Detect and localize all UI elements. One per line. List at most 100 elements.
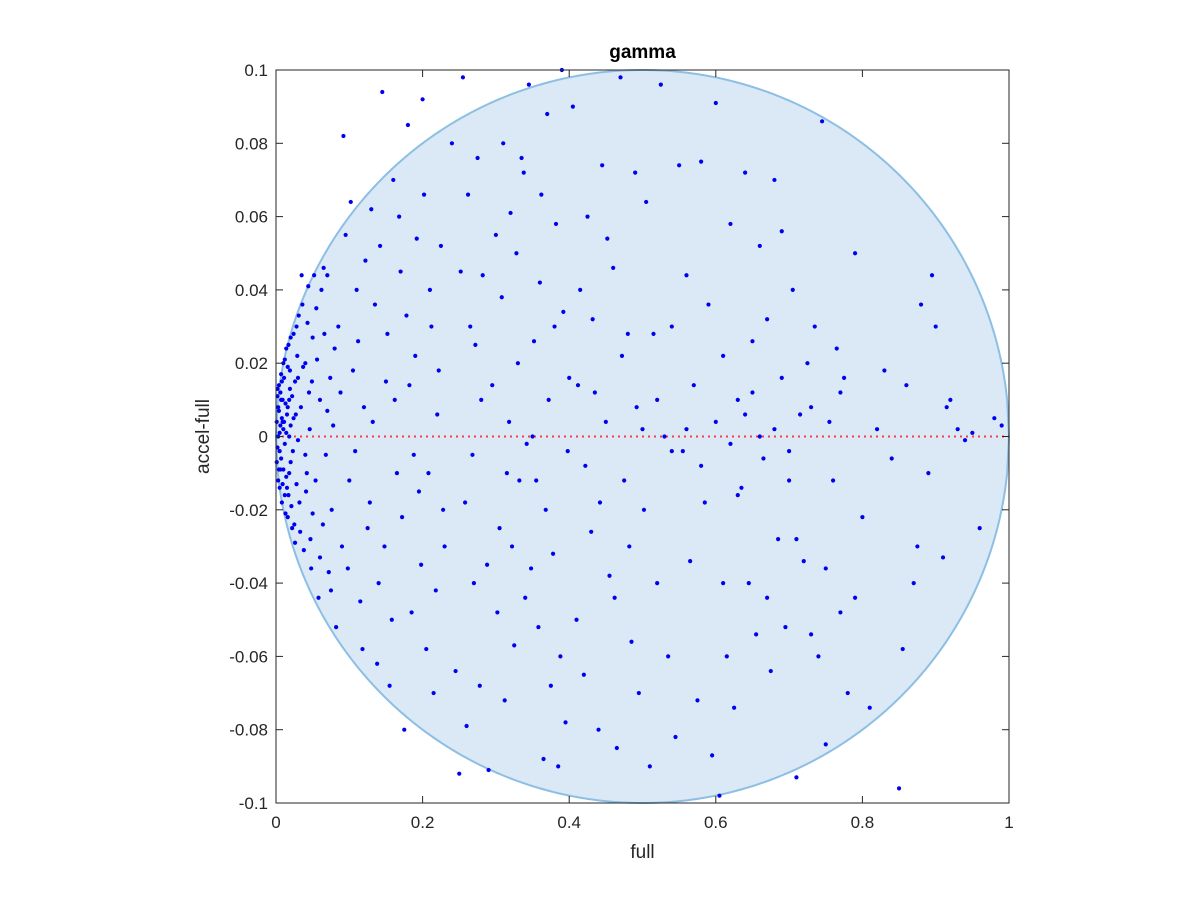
data-point: [348, 199, 353, 205]
data-point: [339, 544, 345, 549]
data-point: [515, 361, 520, 366]
data-point: [414, 236, 419, 241]
data-point: [647, 764, 652, 769]
data-point: [728, 441, 733, 446]
data-point: [666, 654, 671, 659]
data-point: [563, 720, 568, 725]
data-point: [277, 485, 282, 490]
data-point: [625, 331, 630, 336]
data-point: [399, 515, 405, 520]
data-point: [279, 397, 284, 402]
y-tick-label: 0.02: [235, 354, 268, 373]
data-point: [398, 269, 403, 274]
data-point: [710, 753, 715, 758]
data-point: [541, 756, 546, 762]
data-point: [468, 324, 473, 329]
data-point: [607, 573, 612, 578]
data-point: [578, 287, 583, 292]
data-point: [867, 705, 872, 710]
data-point: [328, 375, 333, 380]
data-point: [732, 705, 737, 710]
data-point: [288, 335, 293, 340]
data-point: [284, 430, 289, 435]
data-point: [590, 317, 595, 322]
data-point: [320, 522, 326, 527]
data-point: [289, 504, 294, 509]
data-point: [298, 405, 304, 410]
data-point: [345, 566, 350, 571]
y-tick-label: -0.06: [229, 647, 268, 666]
data-point: [477, 683, 482, 688]
data-point: [287, 471, 292, 476]
data-point: [743, 412, 748, 417]
data-point: [276, 408, 282, 413]
data-point: [303, 361, 308, 366]
data-point: [794, 537, 799, 542]
data-point: [285, 364, 290, 369]
data-point: [669, 449, 674, 454]
data-point: [317, 397, 323, 402]
data-point: [860, 515, 865, 520]
data-point: [306, 390, 312, 395]
data-point: [279, 372, 284, 377]
data-point: [900, 646, 905, 652]
data-point: [531, 339, 537, 344]
data-point: [794, 775, 799, 780]
data-point: [600, 163, 605, 168]
data-point: [896, 786, 902, 791]
data-point: [283, 511, 288, 516]
data-point: [845, 690, 850, 696]
data-point: [433, 588, 438, 593]
data-point: [287, 397, 292, 402]
data-point: [787, 478, 792, 483]
x-tick-label: 0.2: [411, 813, 435, 832]
data-point: [475, 155, 480, 161]
data-point: [285, 405, 290, 410]
data-point: [347, 478, 352, 483]
data-point: [286, 342, 291, 347]
data-point: [343, 232, 348, 238]
data-point: [464, 723, 469, 729]
data-point: [328, 588, 334, 593]
data-point: [442, 544, 447, 549]
data-point: [618, 75, 623, 80]
data-point: [310, 511, 315, 516]
data-point: [365, 526, 370, 531]
data-point: [874, 427, 880, 432]
data-point: [508, 210, 513, 216]
data-point: [948, 397, 953, 402]
data-point: [290, 449, 295, 454]
data-point: [553, 221, 559, 227]
data-point: [830, 478, 836, 483]
data-point: [724, 654, 729, 659]
x-axis-label: full: [630, 842, 654, 863]
data-point: [757, 434, 762, 439]
data-point: [284, 346, 289, 351]
data-point: [612, 595, 617, 600]
data-point: [279, 379, 284, 384]
data-point: [772, 177, 777, 183]
data-point: [334, 624, 339, 630]
data-point: [539, 192, 544, 197]
data-point: [416, 489, 422, 494]
data-point: [713, 100, 718, 106]
data-point: [424, 646, 429, 652]
data-point: [292, 522, 297, 527]
data-point: [409, 610, 414, 615]
data-point: [367, 500, 372, 505]
data-point: [713, 419, 718, 424]
data-point: [596, 727, 601, 732]
data-point: [276, 405, 281, 410]
data-point: [429, 324, 434, 329]
data-point: [702, 500, 707, 505]
data-point: [823, 566, 828, 571]
data-point: [306, 284, 311, 289]
data-point: [655, 397, 660, 402]
y-axis-ticks: -0.1 -0.08 -0.06 -0.04 -0.02 0 0.02 0.04 0.06 0.0…: [229, 61, 1009, 813]
data-point: [279, 416, 284, 421]
data-point: [504, 471, 509, 476]
data-point: [640, 427, 645, 432]
data-point: [319, 287, 324, 292]
y-tick-label: -0.02: [229, 501, 268, 520]
data-point: [309, 379, 315, 384]
